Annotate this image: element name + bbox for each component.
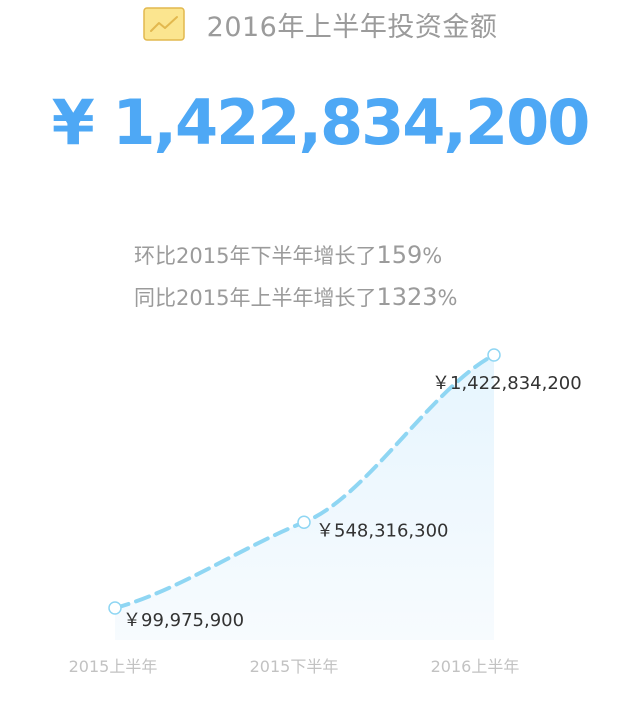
data-label: ￥548,316,300	[316, 520, 449, 541]
chart-header: 2016年上半年投资金额	[0, 4, 640, 44]
data-label: ￥1,422,834,200	[432, 373, 582, 394]
comparison-text: 环比2015年下半年增长了	[134, 244, 377, 268]
comparison-value: 159	[376, 241, 423, 269]
page-title: 2016年上半年投资金额	[206, 11, 498, 43]
investment-trend-chart: ￥99,975,900 ￥548,316,300 ￥1,422,834,200 201…	[69, 348, 582, 676]
comparison-text: 同比2015年上半年增长了	[134, 286, 377, 310]
comparison-unit: %	[437, 286, 458, 310]
data-point	[108, 601, 122, 615]
x-tick-label: 2015上半年	[69, 657, 158, 676]
x-tick-label: 2015下半年	[250, 657, 339, 676]
x-tick-label: 2016上半年	[431, 657, 520, 676]
data-point	[487, 348, 501, 362]
comparison-value: 1323	[376, 283, 438, 311]
chart-area-fill	[115, 355, 494, 640]
comparison-previous-half: 环比2015年下半年增长了159%	[134, 240, 442, 270]
comparison-unit: %	[422, 244, 443, 268]
data-label: ￥99,975,900	[123, 610, 244, 631]
total-investment-amount: ¥ 1,422,834,200	[51, 86, 591, 159]
line-chart-icon	[142, 7, 185, 41]
comparison-same-half-last-year: 同比2015年上半年增长了1323%	[134, 282, 458, 312]
data-point	[297, 515, 311, 530]
